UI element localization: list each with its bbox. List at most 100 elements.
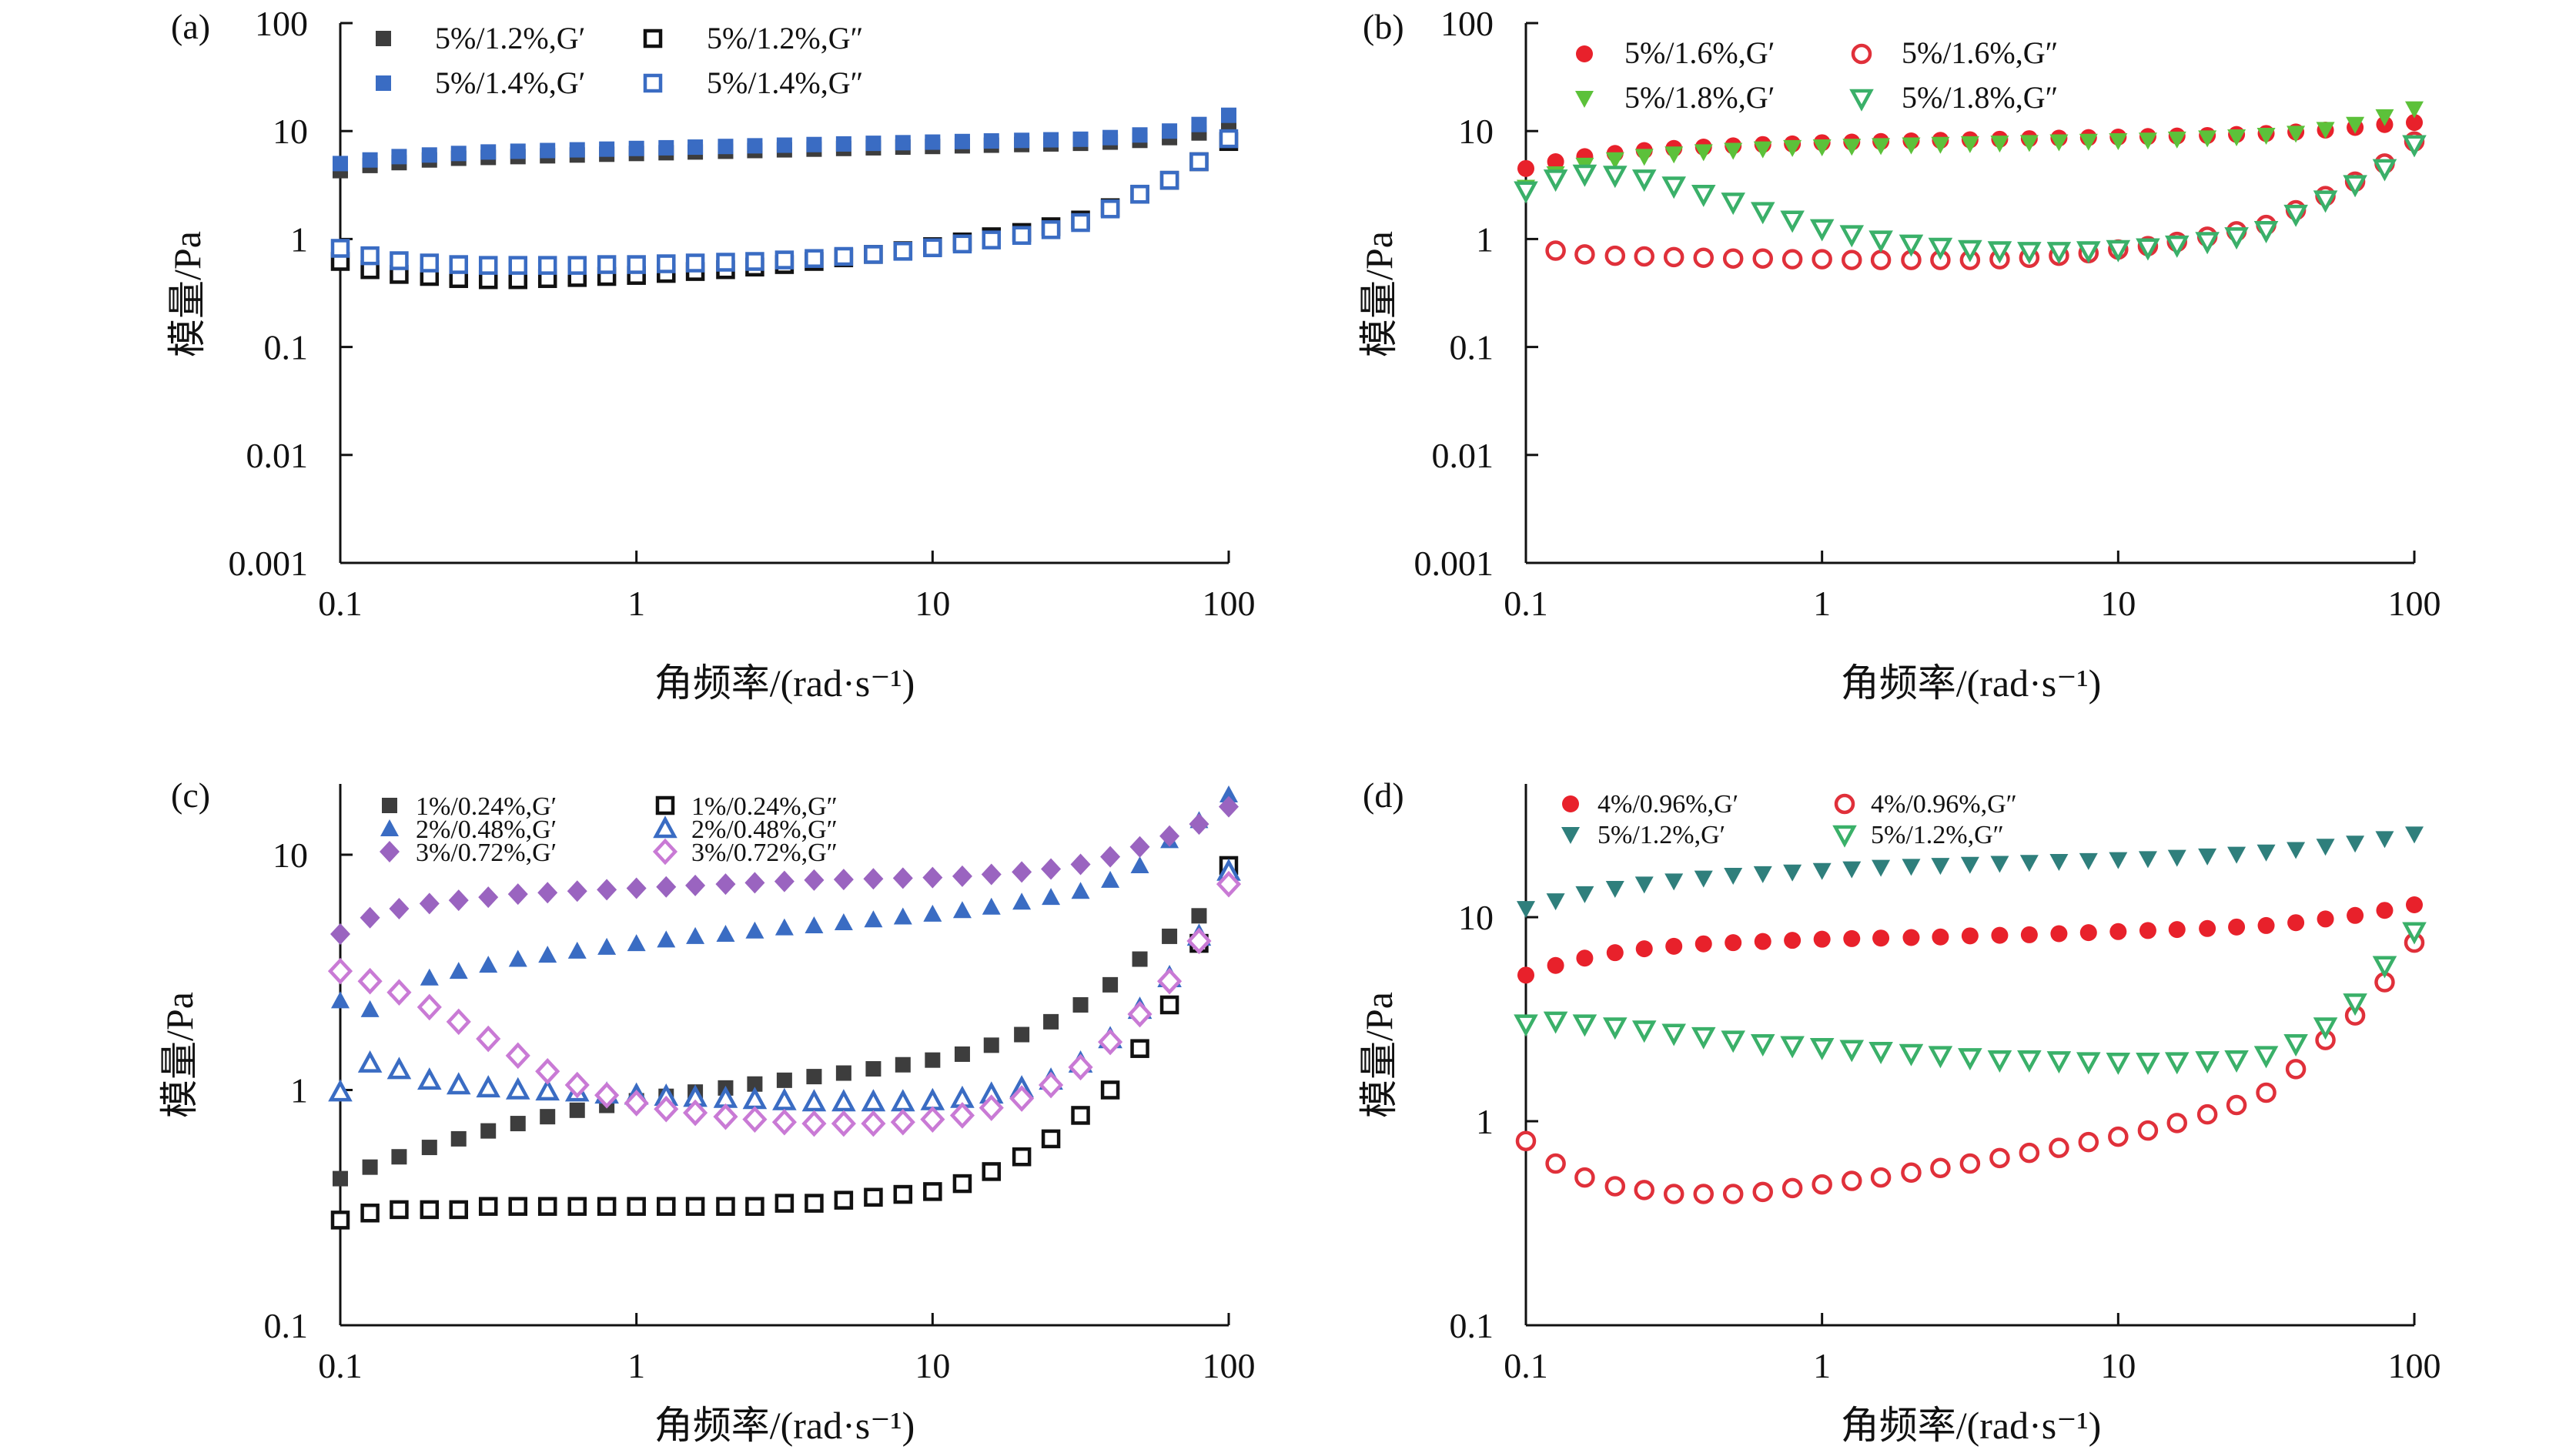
point-b-s3-13 (1899, 234, 1924, 257)
point-c-s0-15 (776, 1072, 792, 1088)
point-c-s2-13 (715, 873, 736, 896)
point-c-s2-24 (1041, 858, 1062, 880)
point-c-s2-27 (1129, 836, 1150, 858)
point-a-s3-15 (774, 250, 795, 270)
point-c-s1-17 (834, 913, 853, 931)
point-a-s3-6 (508, 256, 528, 275)
point-a-s1-24 (1043, 132, 1059, 148)
point-b-s1-7 (1724, 142, 1743, 160)
point-a-s3-19 (893, 242, 913, 261)
point-c-s3-6 (508, 1197, 528, 1216)
point-a-s3-23 (1012, 226, 1032, 245)
legend-swatch-a-1 (376, 75, 391, 91)
point-d-s1-5 (1664, 873, 1684, 891)
point-b-s3-17 (2017, 242, 2042, 265)
point-b-s0-1 (1547, 153, 1564, 171)
point-b-s2-6 (1722, 248, 1744, 269)
point-c-s3-14 (745, 1197, 764, 1216)
legend-marker-b-0 (1576, 45, 1593, 62)
point-d-s2-7 (1722, 1184, 1744, 1204)
point-c-s0-20 (925, 1052, 941, 1068)
point-b-s3-7 (1721, 193, 1745, 216)
legend-marker-b-2 (1851, 43, 1872, 65)
point-d-s2-5 (1663, 1184, 1684, 1204)
point-b-s1-10 (1812, 139, 1832, 157)
legend-marker-a-3 (643, 73, 663, 93)
point-a-s1-20 (925, 134, 941, 150)
point-a-s1-1 (362, 152, 378, 168)
point-d-s1-24 (2227, 846, 2246, 864)
point-b-s3-24 (2224, 227, 2249, 250)
point-c-s5-27 (1127, 1000, 1153, 1028)
point-c-s2-6 (507, 883, 528, 906)
point-b-s2-9 (1812, 249, 1832, 270)
point-c-s3-15 (774, 1194, 795, 1213)
point-d-s1-25 (2257, 844, 2276, 862)
point-d-s1-4 (1634, 876, 1654, 894)
point-a-s3-8 (567, 256, 587, 275)
point-d-s3-2 (1572, 1014, 1597, 1037)
point-d-s0-18 (2050, 925, 2068, 943)
point-c-s5-19 (890, 1108, 915, 1136)
y-tick-label-c-2: 10 (273, 836, 308, 875)
point-c-s4-19 (891, 1089, 915, 1112)
point-a-s3-28 (1159, 170, 1179, 190)
point-c-s2-18 (863, 868, 884, 890)
point-d-s3-23 (2195, 1051, 2220, 1074)
point-c-s3-22 (982, 1162, 1002, 1181)
point-c-s5-4 (446, 1008, 471, 1036)
point-b-s3-16 (1987, 241, 2012, 264)
point-a-s3-22 (982, 230, 1002, 249)
point-c-s2-7 (537, 882, 558, 904)
point-a-s3-25 (1071, 213, 1090, 233)
point-d-s2-22 (2166, 1113, 2187, 1134)
point-c-s0-22 (983, 1037, 999, 1053)
point-b-s3-30 (2402, 135, 2427, 158)
point-d-s0-19 (2079, 924, 2097, 942)
y-tick-label-d-0: 0.1 (1450, 1306, 1494, 1345)
point-d-s0-2 (1576, 949, 1594, 967)
point-c-s3-12 (685, 1197, 705, 1216)
point-a-s3-27 (1130, 184, 1149, 204)
point-a-s1-19 (895, 135, 911, 151)
point-c-s4-2 (386, 1057, 412, 1080)
legend-swatch-a-2 (643, 28, 663, 49)
x-tick-label-d-3: 100 (2388, 1346, 2441, 1385)
point-a-s1-30 (1221, 107, 1236, 123)
point-c-s3-1 (360, 1203, 380, 1223)
point-d-s0-4 (1635, 940, 1653, 958)
point-b-s3-12 (1868, 230, 1893, 253)
point-c-s5-16 (801, 1110, 827, 1137)
point-d-s3-4 (1631, 1020, 1657, 1043)
point-c-s3-24 (1041, 1129, 1061, 1149)
point-b-s1-14 (1931, 136, 1950, 154)
point-b-s3-10 (1809, 219, 1835, 242)
point-a-s1-21 (954, 133, 970, 149)
point-d-s3-20 (2106, 1052, 2131, 1075)
x-tick-label-c-2: 10 (915, 1346, 950, 1385)
point-a-s1-11 (658, 139, 674, 156)
legend-c: 1%/0.24%,G′ 1%/0.24%,G″ 2%/0.48%,G′ 2%/0… (380, 792, 838, 867)
point-c-s2-3 (419, 892, 440, 915)
point-b-s2-1 (1574, 244, 1595, 265)
point-a-s3-2 (390, 251, 409, 270)
point-d-s1-18 (2049, 854, 2069, 872)
point-c-s1-24 (1042, 888, 1061, 906)
point-c-s4-0 (328, 1079, 353, 1102)
point-b-s3-4 (1631, 169, 1657, 193)
point-c-s1-8 (567, 941, 587, 959)
point-b-s1-20 (2109, 133, 2128, 151)
point-c-s2-23 (1012, 861, 1032, 883)
y-tick-label-a-0: 0.001 (229, 544, 309, 583)
legend-b: 5%/1.6%,G′ 5%/1.6%,G″ 5%/1.8%,G′ 5%/1.8%… (1575, 35, 2058, 115)
point-d-s2-9 (1781, 1177, 1803, 1199)
point-c-s0-1 (362, 1159, 378, 1175)
point-d-s2-21 (2137, 1120, 2159, 1141)
point-a-s1-23 (1014, 132, 1030, 149)
point-a-s1-17 (835, 136, 851, 152)
point-c-s5-10 (624, 1090, 649, 1117)
point-d-s2-26 (2285, 1059, 2307, 1080)
point-c-s4-1 (357, 1050, 383, 1073)
y-tick-label-a-3: 1 (290, 219, 308, 259)
